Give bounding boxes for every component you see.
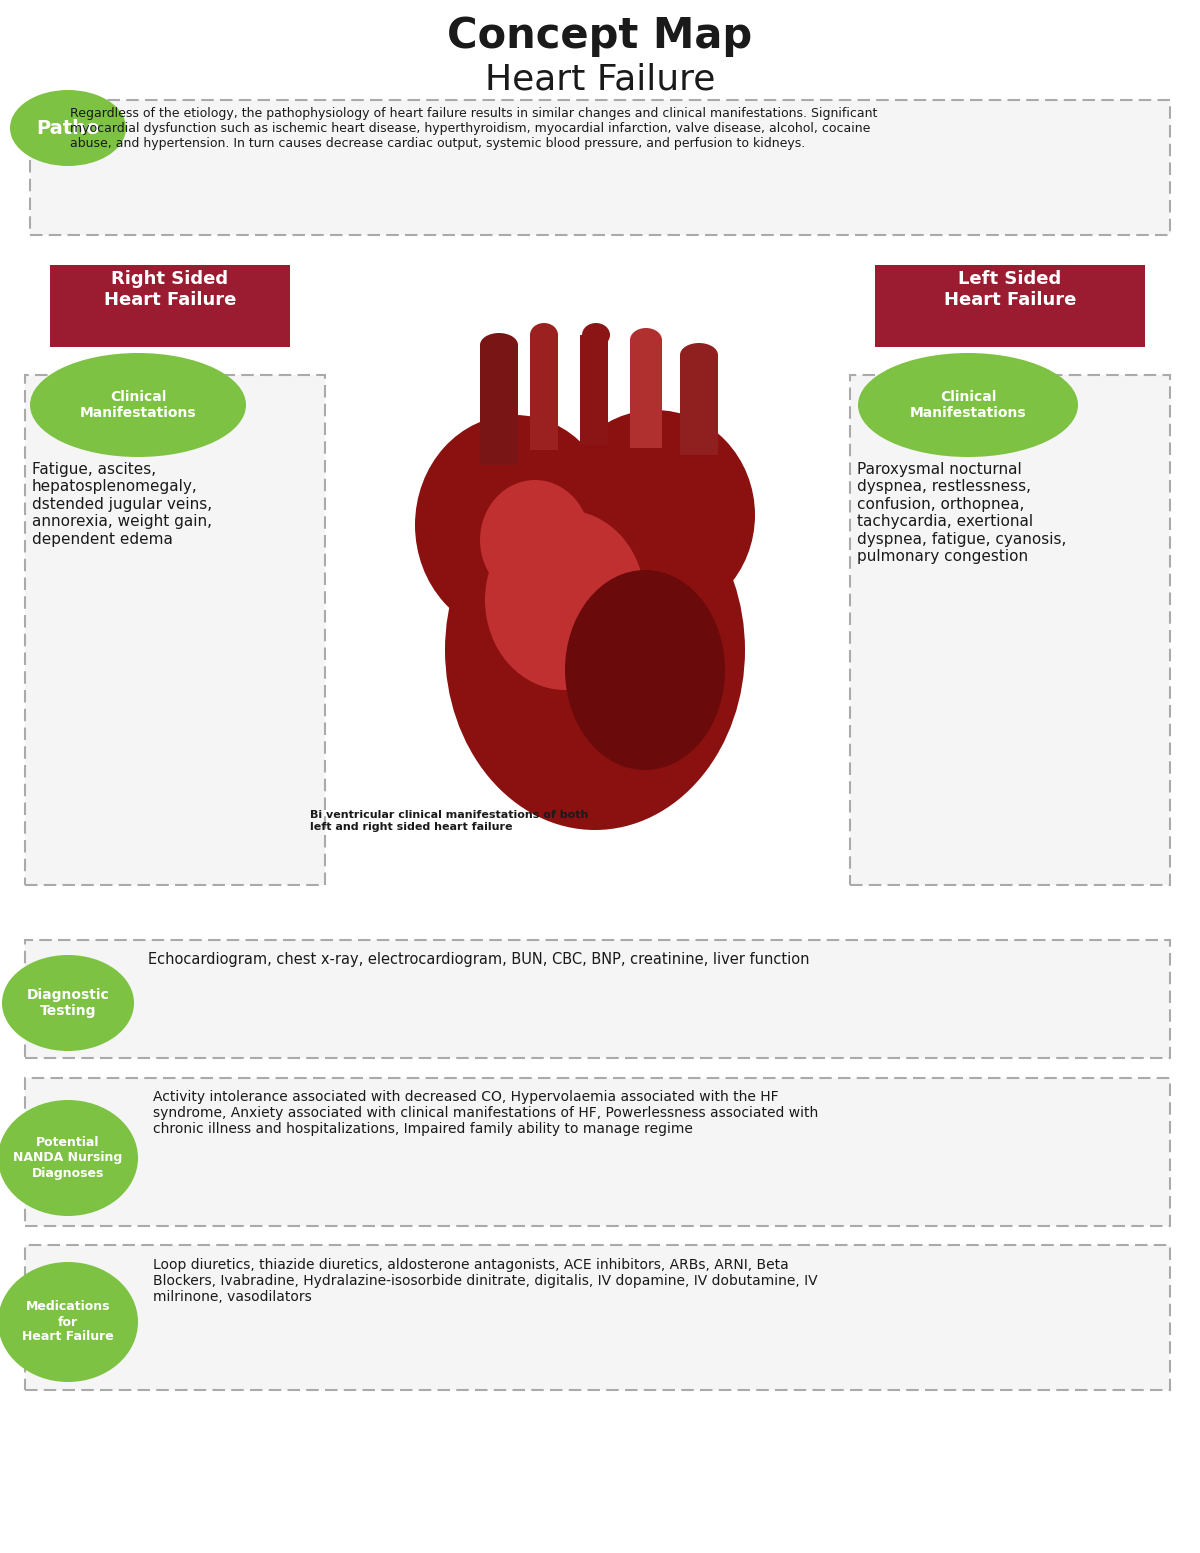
Bar	[530, 335, 558, 450]
Text: Diagnostic
Testing: Diagnostic Testing	[26, 988, 109, 1019]
Text: Fatigue, ascites,
hepatosplenomegaly,
dstended jugular veins,
annorexia, weight : Fatigue, ascites, hepatosplenomegaly, ds…	[32, 461, 212, 547]
Ellipse shape	[2, 955, 134, 1051]
Bar	[630, 340, 662, 447]
Ellipse shape	[565, 570, 725, 770]
Text: Patho: Patho	[36, 118, 100, 138]
Ellipse shape	[415, 415, 616, 635]
Text: Clinical
Manifestations: Clinical Manifestations	[910, 390, 1026, 421]
Ellipse shape	[30, 353, 246, 457]
Text: Paroxysmal nocturnal
dyspnea, restlessness,
confusion, orthopnea,
tachycardia, e: Paroxysmal nocturnal dyspnea, restlessne…	[857, 461, 1067, 564]
Ellipse shape	[485, 509, 646, 690]
Bar	[25, 1078, 1170, 1225]
Bar	[480, 345, 518, 464]
Bar	[580, 335, 608, 446]
Bar	[875, 266, 1145, 346]
Ellipse shape	[530, 323, 558, 346]
Text: Concept Map: Concept Map	[448, 16, 752, 57]
Ellipse shape	[630, 328, 662, 353]
Ellipse shape	[0, 1100, 138, 1216]
Bar	[25, 1246, 1170, 1390]
Ellipse shape	[680, 343, 718, 367]
Text: Right Sided
Heart Failure: Right Sided Heart Failure	[104, 270, 236, 309]
Text: Clinical
Manifestations: Clinical Manifestations	[79, 390, 197, 421]
Text: Activity intolerance associated with decreased CO, Hypervolaemia associated with: Activity intolerance associated with dec…	[154, 1090, 818, 1137]
Text: Regardless of the etiology, the pathophysiology of heart failure results in simi: Regardless of the etiology, the pathophy…	[70, 107, 877, 151]
Ellipse shape	[480, 480, 590, 599]
Ellipse shape	[858, 353, 1078, 457]
Ellipse shape	[505, 660, 665, 780]
Ellipse shape	[554, 410, 755, 620]
Text: Potential
NANDA Nursing
Diagnoses: Potential NANDA Nursing Diagnoses	[13, 1137, 122, 1179]
Bar	[680, 356, 718, 455]
Text: Echocardiogram, chest x-ray, electrocardiogram, BUN, CBC, BNP, creatinine, liver: Echocardiogram, chest x-ray, electrocard…	[148, 952, 810, 968]
Bar	[850, 374, 1170, 885]
Text: Bi ventricular clinical manifestations of both
left and right sided heart failur: Bi ventricular clinical manifestations o…	[310, 811, 588, 831]
Bar	[30, 99, 1170, 235]
Bar	[25, 940, 1170, 1058]
Ellipse shape	[480, 332, 518, 357]
Text: Left Sided
Heart Failure: Left Sided Heart Failure	[944, 270, 1076, 309]
Text: Loop diuretics, thiazide diuretics, aldosterone antagonists, ACE inhibitors, ARB: Loop diuretics, thiazide diuretics, aldo…	[154, 1258, 817, 1305]
Ellipse shape	[10, 90, 126, 166]
Text: Medications
for
Heart Failure: Medications for Heart Failure	[22, 1300, 114, 1343]
Bar	[50, 266, 290, 346]
Ellipse shape	[445, 471, 745, 829]
Ellipse shape	[0, 1263, 138, 1382]
Ellipse shape	[582, 323, 610, 346]
Bar	[25, 374, 325, 885]
Text: Heart Failure: Heart Failure	[485, 62, 715, 96]
